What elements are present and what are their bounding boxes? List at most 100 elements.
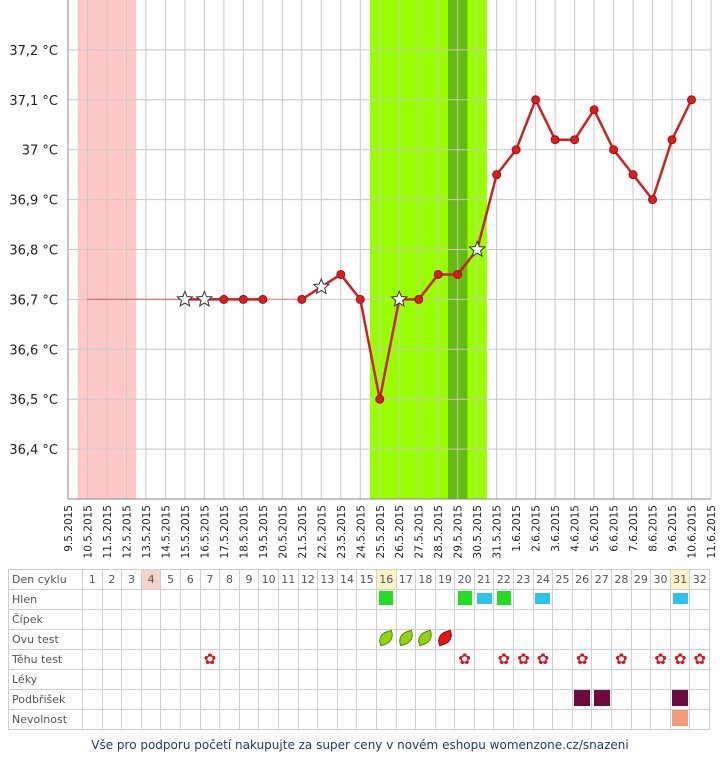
table-cell — [160, 709, 181, 730]
flower-icon: ✿ — [497, 650, 511, 668]
table-cell — [552, 709, 573, 730]
table-cell — [160, 689, 181, 710]
table-cell — [532, 689, 554, 710]
y-tick-label: 36,4 °C — [9, 443, 58, 458]
table-cell — [121, 709, 142, 730]
x-tick-label: 4.6.2015 — [570, 505, 582, 552]
series-line-segment — [651, 139, 674, 200]
day-number: 9 — [238, 569, 260, 590]
red-leaf-icon — [435, 629, 455, 647]
table-cell — [473, 649, 495, 670]
table-cell — [375, 609, 397, 630]
x-tick-label: 15.5.2015 — [180, 505, 192, 558]
flower-icon: ✿ — [654, 650, 667, 668]
table-cell — [532, 709, 554, 730]
flower-icon: ✿ — [458, 650, 471, 668]
table-row: Podbřišek — [8, 689, 710, 710]
table-cell — [336, 649, 358, 670]
table-cell — [317, 589, 338, 610]
table-row: Den cyklu 1 2 3 4 5 6 7 8 9 10 11 12 13 14 15 16 17 18 19 20… — [8, 569, 710, 590]
series-line-segment — [670, 99, 693, 141]
table-cell — [179, 709, 201, 730]
table-cell — [395, 649, 417, 670]
data-point — [375, 394, 385, 404]
table-cell: ✿ — [513, 649, 534, 670]
table-cell — [473, 629, 495, 650]
data-point — [258, 294, 268, 304]
table-cell — [101, 689, 123, 710]
table-cell — [277, 689, 299, 710]
table-cell — [297, 629, 319, 650]
table-cell — [552, 689, 573, 710]
table-cell — [140, 709, 162, 730]
table-cell — [552, 609, 573, 630]
x-tick-label: 3.6.2015 — [550, 505, 562, 552]
table-cell — [356, 689, 377, 710]
data-point — [648, 195, 658, 205]
day-number: 3 — [121, 569, 142, 590]
day-number: 31 — [669, 569, 691, 590]
table-cell — [140, 689, 162, 710]
table-cell — [395, 689, 417, 710]
table-cell — [375, 629, 397, 650]
table-cell — [199, 689, 221, 710]
table-cell — [101, 629, 123, 650]
x-tick-label: 25.5.2015 — [375, 505, 387, 558]
day-number: 7 — [199, 569, 221, 590]
table-cell — [317, 689, 338, 710]
series-line-segment — [612, 148, 635, 176]
table-cell — [336, 609, 358, 630]
green-leaf-icon — [376, 629, 396, 647]
green-square-icon — [457, 591, 472, 605]
table-cell — [375, 709, 397, 730]
table-cell — [591, 709, 613, 730]
series-line-segment — [632, 173, 654, 201]
series-line-segment — [592, 109, 615, 151]
series-line-segment — [378, 299, 401, 400]
table-cell — [571, 589, 593, 610]
day-number: 24 — [532, 569, 554, 590]
table-cell — [258, 669, 279, 690]
day-number: 16 — [375, 569, 397, 590]
table-cell — [375, 589, 397, 610]
table-cell — [630, 689, 652, 710]
table-cell — [101, 709, 123, 730]
footer-promo-link[interactable]: Vše pro podporu početí nakupujte za supe… — [91, 738, 629, 752]
table-cell — [238, 689, 260, 710]
table-cell — [82, 629, 103, 650]
table-cell — [179, 609, 201, 630]
table-cell — [630, 669, 652, 690]
table-cell — [140, 669, 162, 690]
table-cell — [571, 669, 593, 690]
purple-square-icon — [574, 690, 591, 706]
table-cell — [571, 709, 593, 730]
y-tick-label: 36,8 °C — [9, 244, 58, 259]
day-number: 27 — [591, 569, 613, 590]
table-cell — [611, 669, 632, 690]
table-cell — [297, 709, 319, 730]
table-cell — [434, 589, 456, 610]
table-cell — [219, 669, 240, 690]
table-cell — [415, 609, 436, 630]
day-number: 8 — [219, 569, 240, 590]
table-cell — [277, 629, 299, 650]
table-cell — [140, 649, 162, 670]
table-cell — [630, 709, 652, 730]
table-cell — [532, 629, 554, 650]
x-tick-label: 7.6.2015 — [628, 505, 640, 552]
table-cell — [336, 709, 358, 730]
table-cell — [630, 609, 652, 630]
data-point — [297, 294, 307, 304]
day-number: 6 — [179, 569, 201, 590]
table-cell — [532, 609, 554, 630]
table-cell — [277, 609, 299, 630]
x-tick-label: 24.5.2015 — [355, 505, 367, 558]
data-point-star — [176, 290, 194, 307]
x-tick-label: 12.5.2015 — [121, 505, 133, 558]
data-point — [414, 294, 424, 304]
table-cell — [277, 709, 299, 730]
table-cell — [689, 669, 710, 690]
data-point — [687, 95, 697, 105]
flower-icon: ✿ — [615, 650, 628, 668]
table-cell — [454, 669, 475, 690]
